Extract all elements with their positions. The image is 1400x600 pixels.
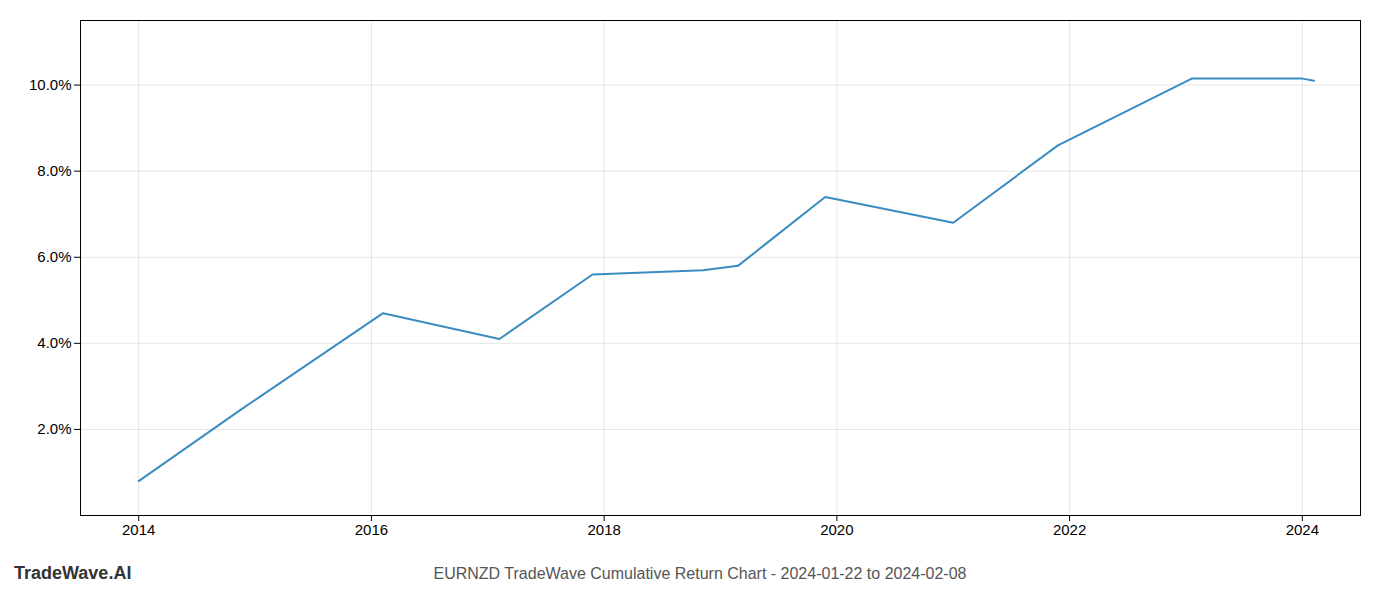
html-text:TradeWave.AI: TradeWave.AI: [14, 563, 132, 583]
svg-text:2020: 2020: [820, 521, 853, 538]
svg-text:10.0%: 10.0%: [29, 76, 72, 93]
svg-text:2024: 2024: [1286, 521, 1319, 538]
svg-text:8.0%: 8.0%: [37, 162, 71, 179]
svg-text:4.0%: 4.0%: [37, 334, 71, 351]
html-text:EURNZD TradeWave Cumulative Re: EURNZD TradeWave Cumulative Return Chart…: [433, 565, 967, 582]
svg-text:2022: 2022: [1053, 521, 1086, 538]
svg-text:6.0%: 6.0%: [37, 248, 71, 265]
svg-text:2016: 2016: [355, 521, 388, 538]
svg-text:2018: 2018: [587, 521, 620, 538]
svg-text:2014: 2014: [122, 521, 155, 538]
svg-text:2.0%: 2.0%: [37, 420, 71, 437]
